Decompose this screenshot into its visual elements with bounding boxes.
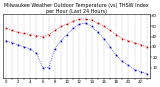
Title: Milwaukee Weather Outdoor Temperature (vs) THSW Index per Hour (Last 24 Hours): Milwaukee Weather Outdoor Temperature (v… bbox=[4, 3, 149, 14]
